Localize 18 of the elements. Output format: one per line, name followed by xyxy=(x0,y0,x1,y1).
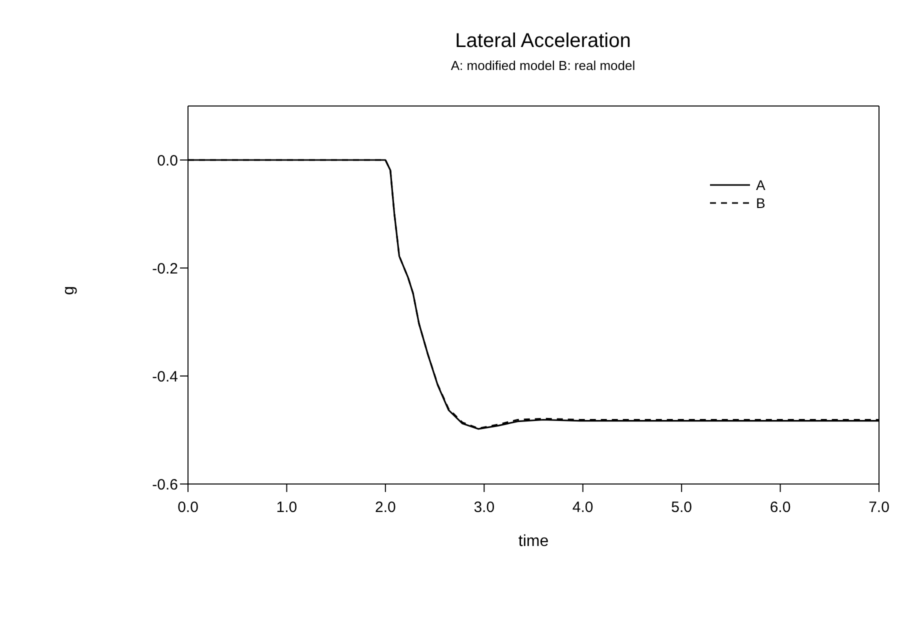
x-tick-label: 0.0 xyxy=(178,499,198,516)
x-tick-label: 4.0 xyxy=(572,499,594,516)
x-tick-label: 6.0 xyxy=(770,499,791,516)
y-tick-label: 0.0 xyxy=(157,152,178,170)
legend-label: B xyxy=(756,195,766,211)
chart-title: Lateral Acceleration xyxy=(454,30,632,53)
y-axis-title: g xyxy=(60,286,78,295)
y-tick-label: -0.4 xyxy=(152,368,178,386)
x-tick-label: 5.0 xyxy=(671,499,692,516)
y-tick-label: -0.2 xyxy=(152,260,178,278)
x-tick-label: 2.0 xyxy=(375,499,396,516)
x-tick-label: 1.0 xyxy=(276,499,298,516)
y-tick-label: -0.6 xyxy=(152,476,178,494)
x-tick-label: 3.0 xyxy=(474,499,495,516)
legend-label: A xyxy=(756,177,766,193)
x-axis-title: time xyxy=(518,533,549,550)
chart-subtitle: A: modified model B: real model xyxy=(450,58,636,73)
x-tick-label: 7.0 xyxy=(868,499,890,516)
